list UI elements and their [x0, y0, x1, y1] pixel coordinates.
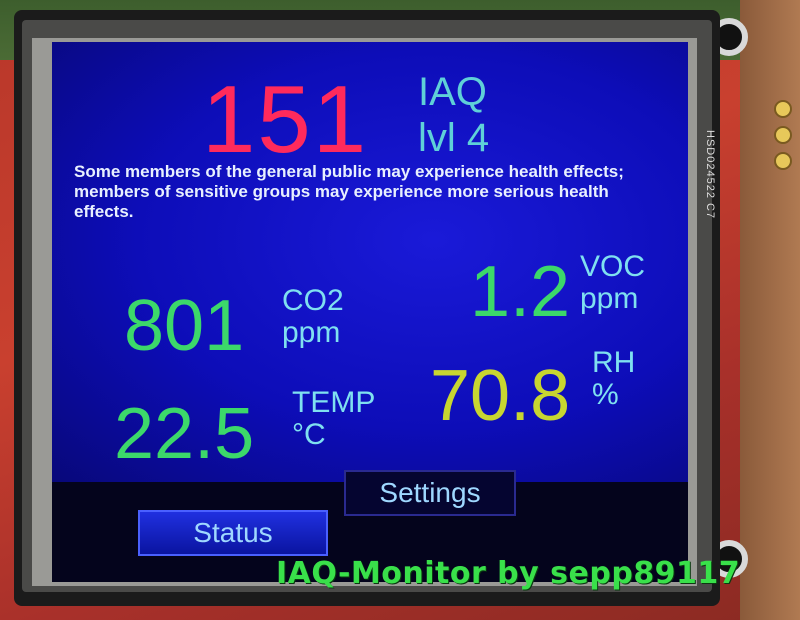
iaq-label: IAQ	[418, 70, 487, 114]
rh-unit: %	[592, 378, 619, 411]
rh-label: RH	[592, 346, 636, 379]
rh-value: 70.8	[430, 356, 571, 436]
voc-unit: ppm	[580, 282, 639, 315]
settings-button[interactable]: Settings	[344, 470, 516, 516]
header-pin	[774, 100, 792, 118]
watermark-caption: IAQ-Monitor by sepp89117	[276, 556, 741, 591]
iaq-description: Some members of the general public may e…	[74, 162, 624, 221]
voc-label: VOC	[580, 250, 646, 283]
voc-value: 1.2	[470, 252, 571, 332]
lcd-screen: 151 IAQ lvl 4 Some members of the genera…	[52, 42, 688, 582]
co2-value: 801	[124, 286, 245, 366]
co2-unit: ppm	[282, 316, 341, 349]
temp-label: TEMP	[292, 386, 376, 419]
co2-label: CO2	[282, 284, 344, 317]
iaq-value: 151	[202, 66, 369, 173]
wood-background	[740, 0, 800, 620]
header-pin	[774, 152, 792, 170]
module-label: HSD024522 C7	[704, 130, 716, 220]
header-pin	[774, 126, 792, 144]
temp-unit: °C	[292, 418, 326, 451]
lcd-active-area	[52, 42, 688, 482]
iaq-level: lvl 4	[418, 116, 490, 160]
status-button[interactable]: Status	[138, 510, 328, 556]
temp-value: 22.5	[114, 394, 255, 474]
